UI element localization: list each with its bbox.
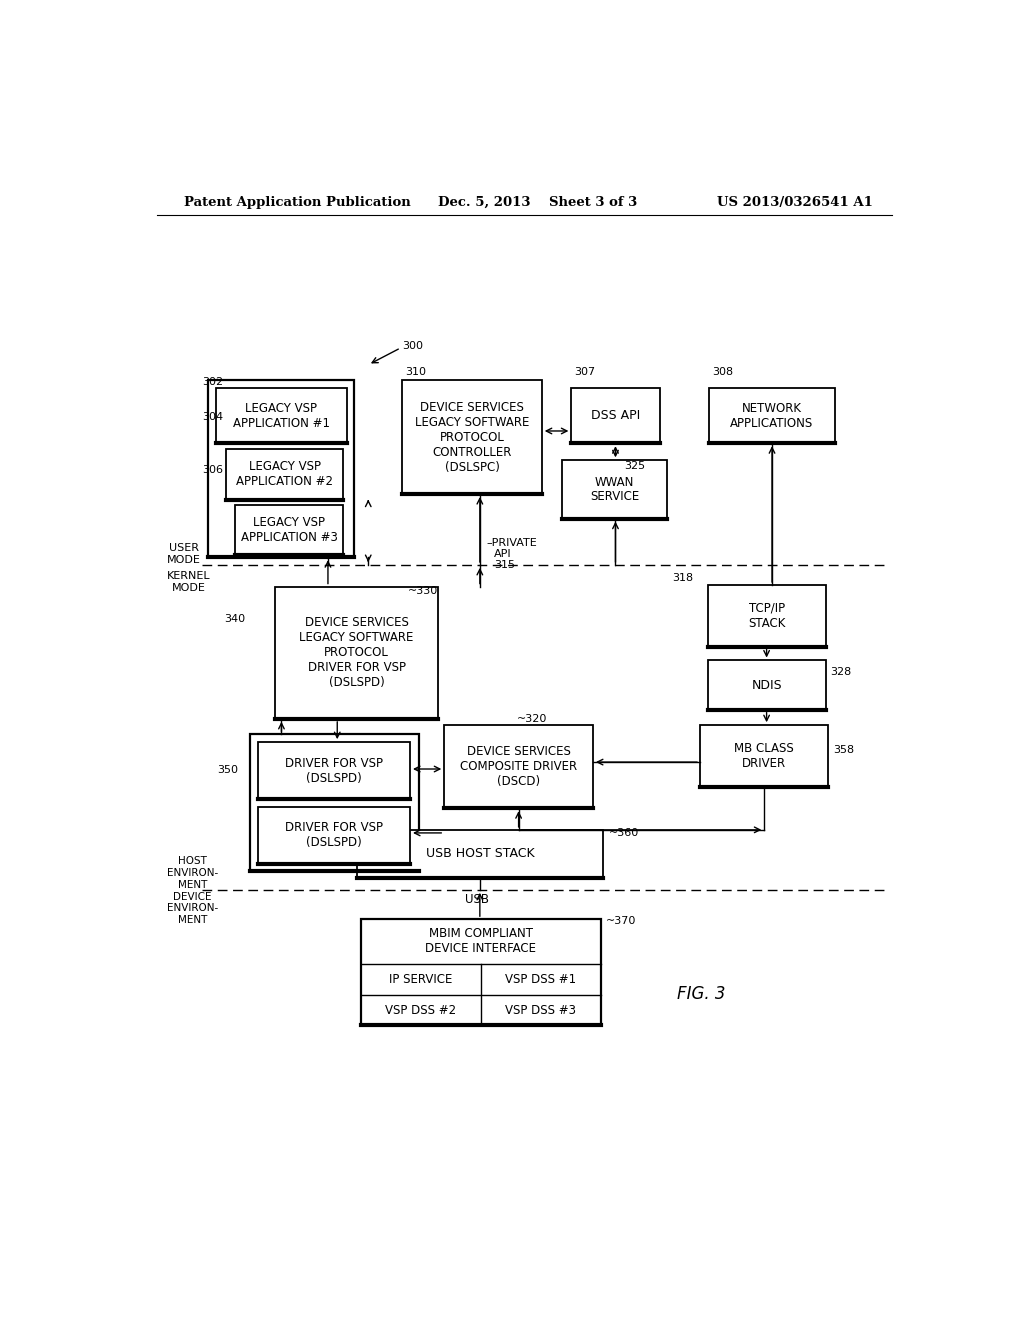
Bar [700,725,827,787]
Bar [258,807,410,863]
Text: MBIM COMPLIANT
DEVICE INTERFACE: MBIM COMPLIANT DEVICE INTERFACE [425,927,537,954]
Text: 358: 358 [834,744,854,755]
Text: FIG. 3: FIG. 3 [677,985,726,1003]
Bar [708,585,825,647]
Bar [356,830,603,878]
Bar [208,380,353,557]
Text: USB: USB [465,892,488,906]
Text: USB HOST STACK: USB HOST STACK [426,847,535,861]
Bar [225,449,343,499]
Bar [402,380,542,494]
Text: KERNEL
MODE: KERNEL MODE [167,572,210,593]
Text: Patent Application Publication: Patent Application Publication [183,195,411,209]
Text: ~370: ~370 [605,916,636,925]
Text: TCP/IP
STACK: TCP/IP STACK [748,602,785,630]
Text: 328: 328 [830,667,851,677]
Bar [708,660,825,710]
Text: 308: 308 [713,367,733,378]
Text: WWAN
SERVICE: WWAN SERVICE [590,475,639,503]
Text: Dec. 5, 2013    Sheet 3 of 3: Dec. 5, 2013 Sheet 3 of 3 [438,195,637,209]
Bar [216,388,347,444]
Text: NETWORK
APPLICATIONS: NETWORK APPLICATIONS [730,401,814,429]
Text: LEGACY VSP
APPLICATION #2: LEGACY VSP APPLICATION #2 [237,461,333,488]
Text: DRIVER FOR VSP
(DSLSPD): DRIVER FOR VSP (DSLSPD) [285,821,383,849]
Bar [251,734,420,871]
Text: DEVICE SERVICES
LEGACY SOFTWARE
PROTOCOL
DRIVER FOR VSP
(DSLSPD): DEVICE SERVICES LEGACY SOFTWARE PROTOCOL… [299,616,414,689]
Text: NDIS: NDIS [752,678,782,692]
Text: VSP DSS #2: VSP DSS #2 [385,1003,456,1016]
Text: VSP DSS #3: VSP DSS #3 [505,1003,577,1016]
Text: 325: 325 [624,462,645,471]
Text: 304: 304 [203,412,223,422]
Text: ~360: ~360 [608,828,639,838]
Text: LEGACY VSP
APPLICATION #3: LEGACY VSP APPLICATION #3 [241,516,338,544]
Bar [444,725,593,808]
Text: 340: 340 [224,614,246,624]
Text: DEVICE SERVICES
COMPOSITE DRIVER
(DSCD): DEVICE SERVICES COMPOSITE DRIVER (DSCD) [460,746,578,788]
Text: API: API [494,549,511,560]
Text: VSP DSS #1: VSP DSS #1 [505,973,577,986]
Bar [562,461,668,519]
Bar [258,742,410,799]
Text: 318: 318 [673,573,693,583]
Bar [275,586,438,719]
Text: –PRIVATE: –PRIVATE [486,539,537,548]
Text: 300: 300 [402,341,423,351]
Text: 306: 306 [203,465,223,475]
Text: ~320: ~320 [517,714,548,723]
Text: DSS API: DSS API [591,409,640,422]
Text: US 2013/0326541 A1: US 2013/0326541 A1 [717,195,872,209]
Text: MB CLASS
DRIVER: MB CLASS DRIVER [734,742,794,770]
Bar [234,506,343,554]
Bar [710,388,835,444]
Text: 350: 350 [217,764,238,775]
Text: USER
MODE: USER MODE [167,544,201,565]
Text: DEVICE
ENVIRON-
MENT: DEVICE ENVIRON- MENT [167,892,218,925]
Bar [571,388,659,444]
Text: LEGACY VSP
APPLICATION #1: LEGACY VSP APPLICATION #1 [232,401,330,429]
Text: 310: 310 [406,367,426,378]
Text: 315: 315 [494,560,515,570]
Text: 302: 302 [203,376,223,387]
Text: DRIVER FOR VSP
(DSLSPD): DRIVER FOR VSP (DSLSPD) [285,756,383,784]
Text: DEVICE SERVICES
LEGACY SOFTWARE
PROTOCOL
CONTROLLER
(DSLSPC): DEVICE SERVICES LEGACY SOFTWARE PROTOCOL… [415,401,529,474]
Bar [360,919,601,1026]
Text: IP SERVICE: IP SERVICE [389,973,453,986]
Text: HOST
ENVIRON-
MENT: HOST ENVIRON- MENT [167,857,218,890]
Text: 307: 307 [574,367,596,378]
Text: ~330: ~330 [408,586,438,597]
